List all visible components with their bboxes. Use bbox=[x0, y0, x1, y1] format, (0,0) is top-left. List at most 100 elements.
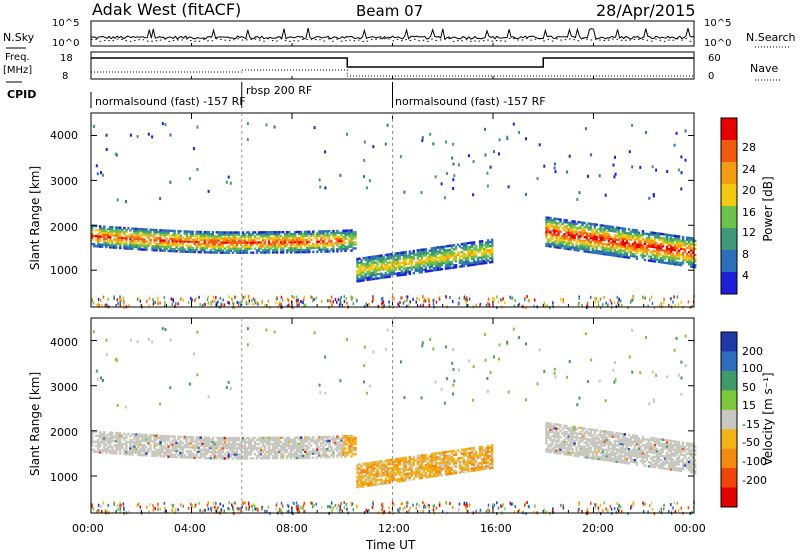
velocity-cell bbox=[444, 450, 448, 454]
power-cell bbox=[643, 258, 647, 262]
power-cell bbox=[324, 248, 327, 251]
power-cell bbox=[322, 240, 325, 243]
velocity-cell bbox=[117, 444, 120, 447]
power-cell bbox=[197, 242, 200, 246]
power-cell bbox=[308, 250, 311, 254]
power-cell bbox=[271, 231, 275, 234]
velocity-cell bbox=[286, 454, 289, 458]
power-cell bbox=[487, 241, 490, 244]
power-cell bbox=[571, 238, 574, 241]
power-cell bbox=[259, 231, 263, 234]
power-cell bbox=[408, 272, 412, 276]
velocity-cell bbox=[396, 457, 399, 461]
velocity-cell bbox=[370, 481, 373, 485]
power-cell bbox=[109, 244, 112, 247]
velocity-cell bbox=[394, 458, 397, 461]
cpid-label: CPID bbox=[7, 88, 37, 101]
velocity-cell bbox=[267, 436, 271, 440]
power-cell bbox=[404, 271, 408, 274]
power-cell bbox=[358, 267, 361, 271]
velocity-cell bbox=[338, 453, 341, 457]
velocity-cell bbox=[428, 459, 432, 462]
power-cell bbox=[394, 252, 397, 255]
power-cell bbox=[217, 249, 221, 252]
power-cell bbox=[617, 253, 621, 256]
velocity-cell bbox=[155, 434, 158, 437]
power-cell bbox=[450, 252, 454, 255]
velocity-cell bbox=[97, 448, 100, 452]
power-cell bbox=[284, 237, 287, 240]
velocity-cell bbox=[99, 430, 102, 434]
power-cell bbox=[338, 303, 341, 307]
power-cell bbox=[221, 231, 225, 234]
nsearch-dot bbox=[392, 40, 394, 42]
power-cell bbox=[284, 239, 287, 242]
velocity-cell bbox=[290, 454, 293, 458]
velocity-cell bbox=[458, 463, 462, 466]
nsearch-dot bbox=[620, 39, 623, 41]
power-cell bbox=[414, 265, 418, 269]
velocity-cell bbox=[446, 470, 450, 474]
power-cell bbox=[261, 233, 265, 236]
power-cell bbox=[627, 228, 631, 231]
power-cell bbox=[346, 237, 349, 240]
velocity-cell bbox=[430, 454, 434, 458]
velocity-cell bbox=[378, 472, 381, 476]
power-cell bbox=[384, 265, 387, 269]
power-cell bbox=[120, 297, 122, 301]
power-cell bbox=[103, 241, 106, 245]
velocity-cell bbox=[348, 445, 351, 448]
velocity-cell bbox=[468, 467, 472, 471]
velocity-cell bbox=[360, 481, 363, 484]
power-cell bbox=[478, 303, 481, 307]
velocity-cell bbox=[115, 436, 118, 439]
power-cell bbox=[553, 217, 556, 220]
velocity-cell bbox=[418, 456, 422, 460]
power-cell bbox=[173, 250, 176, 253]
power-cell bbox=[553, 229, 556, 233]
power-cell bbox=[159, 243, 162, 246]
velocity-cell bbox=[328, 439, 331, 443]
power-cell bbox=[191, 298, 193, 302]
power-cell bbox=[474, 255, 478, 258]
velocity-cell bbox=[336, 455, 339, 459]
power-cell bbox=[326, 248, 329, 251]
power-cell bbox=[165, 241, 168, 244]
power-cell bbox=[316, 244, 319, 247]
power-cell bbox=[428, 259, 432, 263]
power-cell bbox=[480, 246, 484, 249]
power-cell bbox=[137, 235, 140, 239]
power-cell bbox=[376, 257, 379, 260]
velocity-cell bbox=[189, 446, 192, 449]
velocity-cell bbox=[109, 445, 112, 449]
power-cell bbox=[453, 174, 456, 178]
velocity-cell bbox=[91, 438, 94, 441]
velocity-cell bbox=[131, 445, 134, 448]
power-cell bbox=[247, 247, 251, 250]
power-cell bbox=[91, 232, 94, 236]
power-cell bbox=[139, 299, 142, 303]
power-cell bbox=[267, 251, 271, 254]
nsearch-dot bbox=[672, 39, 674, 41]
velocity-cell bbox=[380, 466, 383, 469]
power-cell bbox=[213, 243, 217, 246]
power-cell bbox=[645, 250, 649, 254]
velocity-cell bbox=[141, 437, 144, 441]
power-cell bbox=[489, 244, 492, 248]
power-cell bbox=[466, 260, 470, 263]
power-cell bbox=[296, 303, 299, 307]
velocity-cell bbox=[320, 448, 323, 451]
power-cell bbox=[651, 165, 654, 169]
power-cell bbox=[394, 258, 397, 261]
velocity-cell bbox=[460, 466, 464, 470]
velocity-cell bbox=[414, 469, 418, 472]
power-cell bbox=[240, 303, 242, 307]
power-cell bbox=[374, 277, 377, 280]
velocity-cell bbox=[161, 434, 164, 438]
power-cell bbox=[219, 231, 223, 234]
velocity-cell bbox=[454, 461, 458, 465]
power-cell bbox=[209, 233, 213, 236]
velocity-cell bbox=[169, 455, 172, 458]
power-cell bbox=[277, 235, 281, 238]
velocity-cell bbox=[201, 444, 205, 448]
